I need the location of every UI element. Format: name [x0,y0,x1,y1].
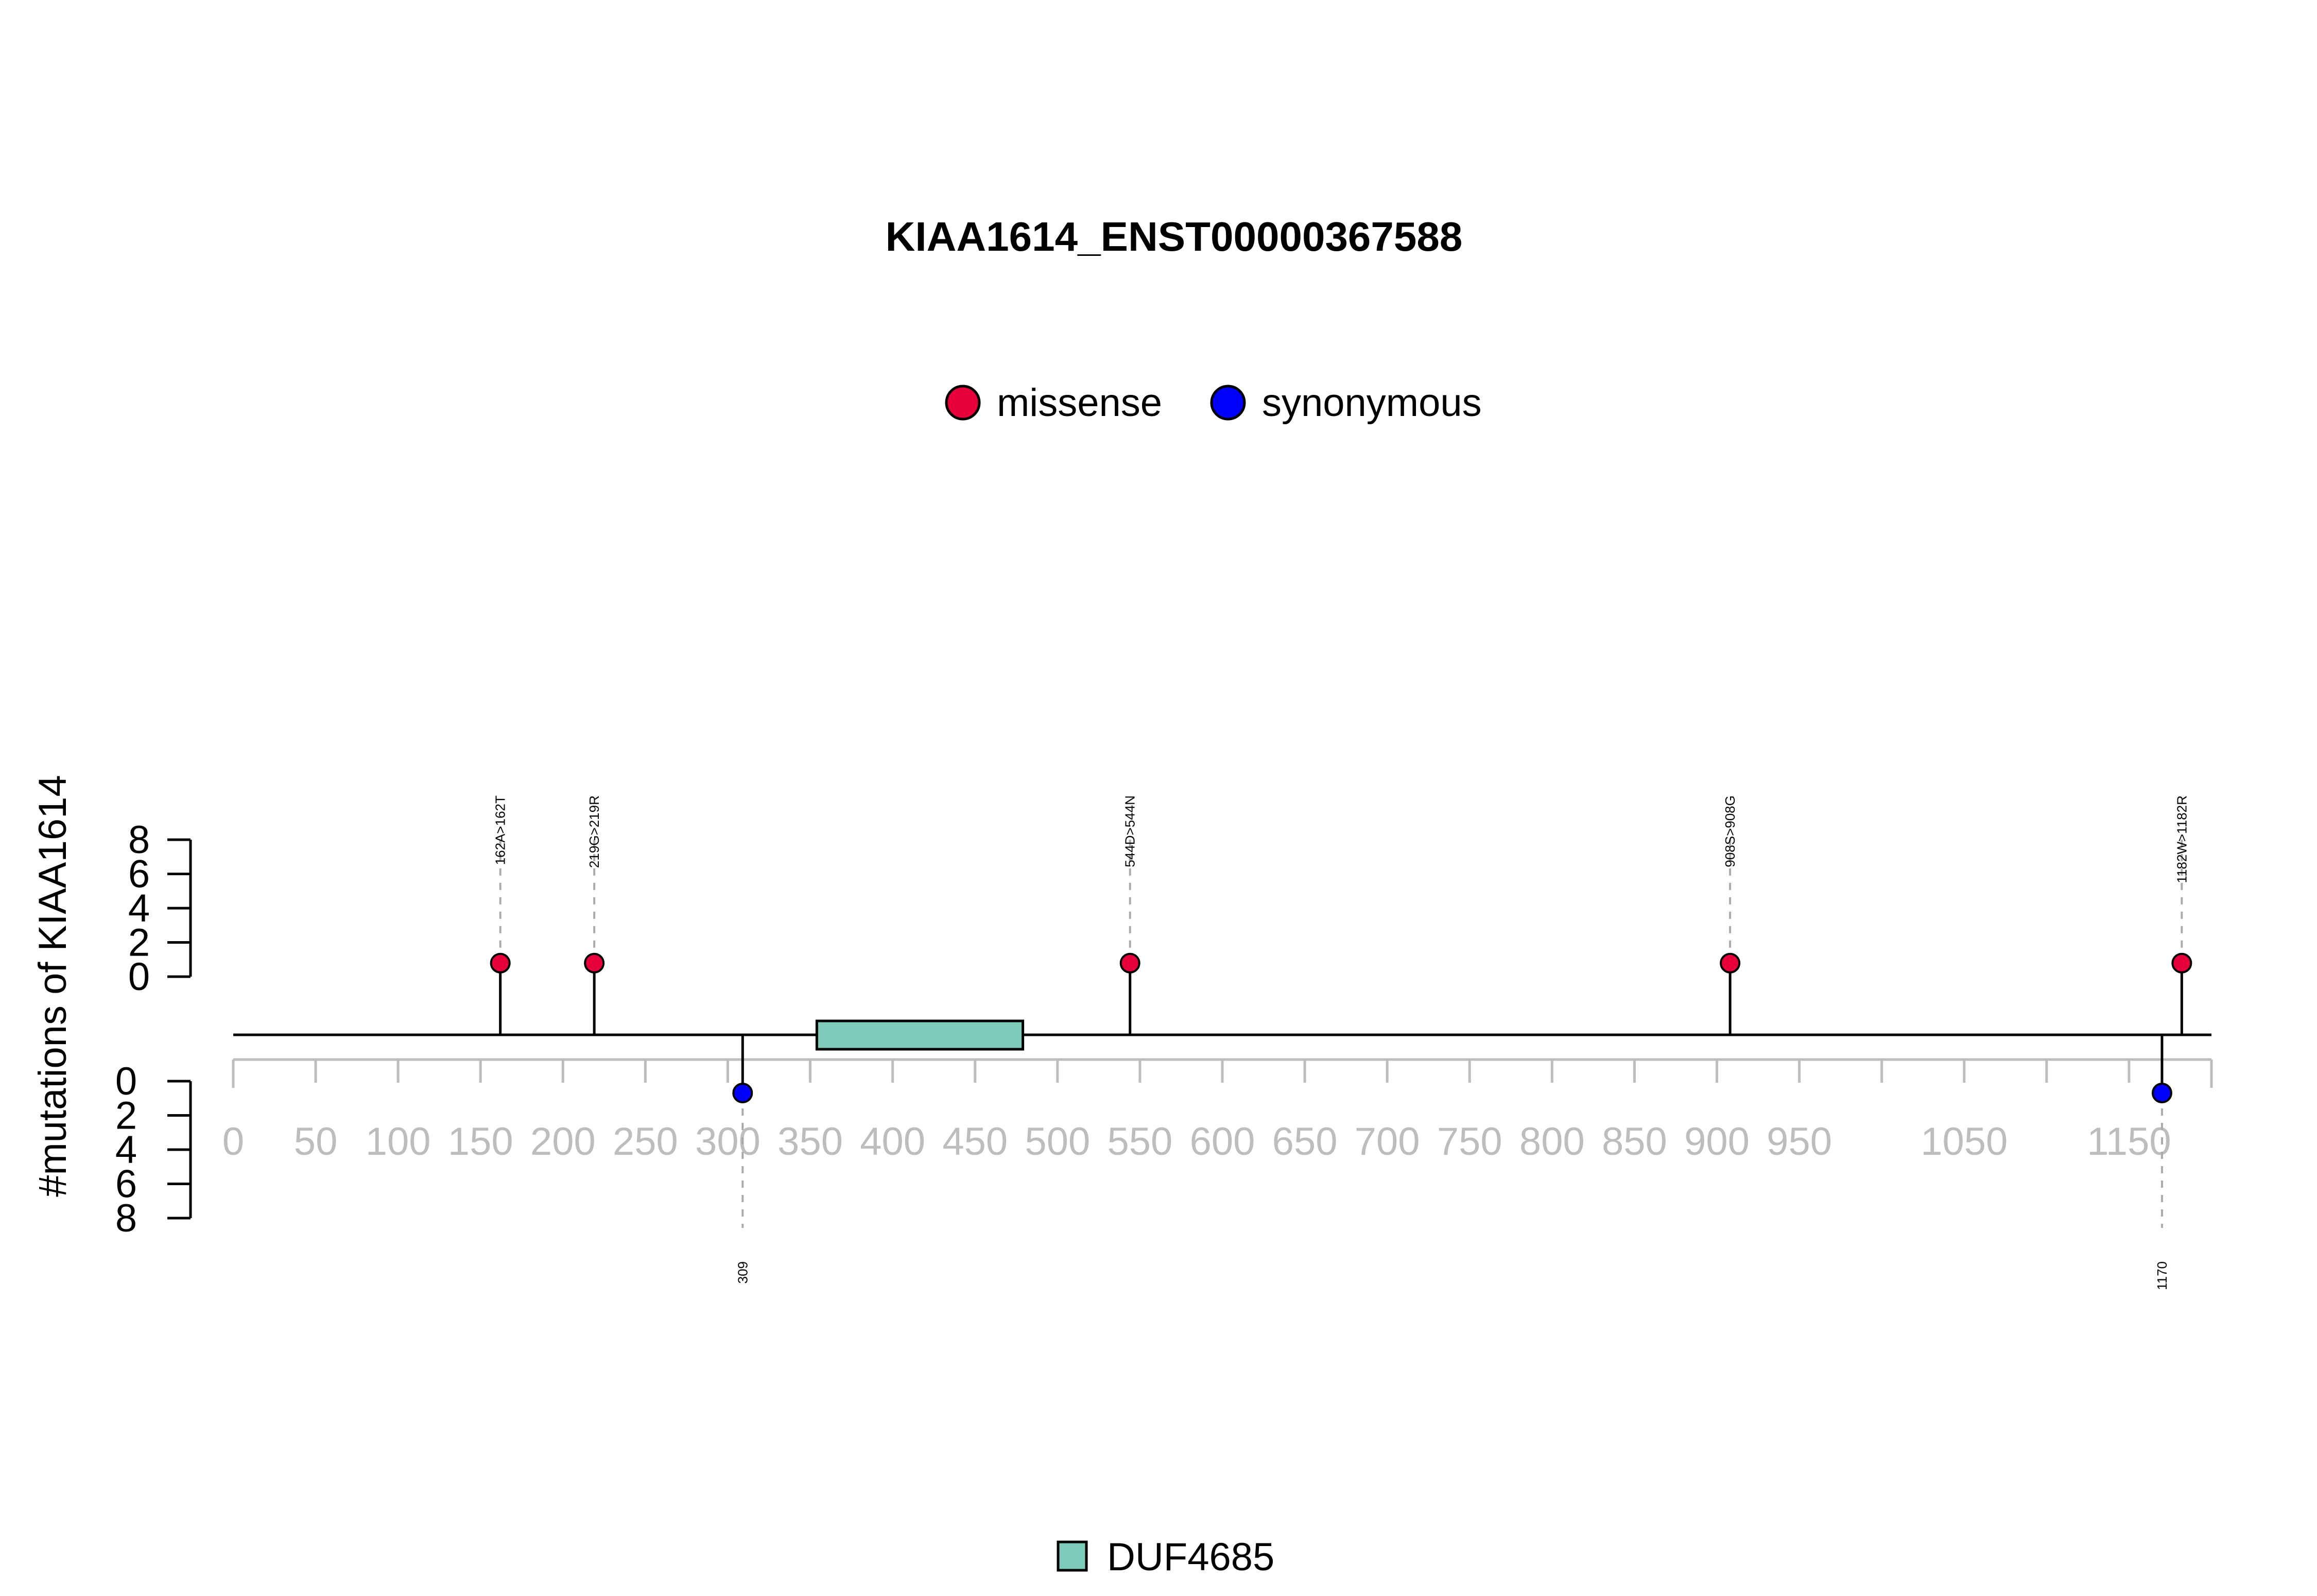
mutation-point-missense [2171,952,2192,974]
y-tick-label-top: 8 [128,818,150,862]
mutation-label: 1182W>1182R [2174,795,2189,883]
mutation-point-missense [1119,952,1140,974]
x-tick-label: 500 [1025,1120,1090,1164]
x-tick-label: 1150 [2087,1120,2171,1164]
x-tick-label: 100 [366,1120,431,1164]
x-tick-label: 250 [613,1120,678,1164]
mutation-point-synonymous [2151,1083,2172,1103]
x-tick-label: 650 [1272,1120,1338,1164]
x-tick-label: 0 [222,1120,244,1164]
x-tick-label: 200 [530,1120,596,1164]
protein-domains [815,1019,1025,1051]
y-tick-label-top: 2 [128,921,150,965]
domain-DUF4685 [815,1019,1025,1051]
x-tick-label: 700 [1355,1120,1420,1164]
y-tick-label-bottom: 0 [115,1060,137,1103]
mutation-label: 219G>219R [586,795,602,868]
legend-synonymous-label: synonymous [1262,381,1482,425]
legend-missense-marker [945,385,981,421]
x-tick-label: 800 [1519,1120,1585,1164]
x-tick-label: 350 [777,1120,843,1164]
y-tick-label-top: 6 [128,853,150,896]
x-tick-label: 150 [448,1120,513,1164]
mutation-point-missense [1720,952,1741,974]
mutation-point-missense [584,952,605,974]
x-tick-label: 1050 [1921,1120,2008,1164]
mutation-label: 908S>908G [1722,795,1738,868]
mutation-label: 162A>162T [493,795,508,865]
mutation-label: 1170 [2154,1261,2170,1290]
mutation-label: 544D>544N [1122,795,1138,868]
mutation-lollipops: 162A>162T 219G>219R 544D>544N 908S>908G 1182… [490,795,2192,1290]
y-tick-label-bottom: 8 [115,1196,137,1240]
y-tick-label-top: 4 [128,887,150,930]
y-axis-label: #mutations of KIAA1614 [31,775,75,1197]
chart-title: KIAA1614_ENST00000367588 [886,214,1463,259]
x-tick-label: 900 [1684,1120,1750,1164]
mutation-point-synonymous [732,1083,753,1103]
y-tick-label-bottom: 4 [115,1128,137,1172]
y-tick-label-top: 0 [128,955,150,999]
x-tick-label: 850 [1602,1120,1667,1164]
x-axis: 0 50 100 150 200 250 300 350 400 450 500 550 600 650 7… [222,1058,2213,1164]
mutation-type-legend: missense synonymous [945,381,1482,425]
x-tick-label: 750 [1437,1120,1502,1164]
x-tick-label: 450 [942,1120,1008,1164]
x-tick-label: 950 [1767,1120,1832,1164]
mutation-label: 309 [735,1261,750,1283]
legend-missense-label: missense [997,381,1162,425]
x-tick-label: 400 [860,1120,925,1164]
x-tick-label: 550 [1108,1120,1173,1164]
y-tick-label-bottom: 2 [115,1094,137,1138]
y-tick-label-bottom: 6 [115,1163,137,1206]
x-tick-label: 600 [1190,1120,1255,1164]
domain-legend: DUF4685 [1057,1535,1274,1579]
domain-legend-label: DUF4685 [1107,1535,1274,1579]
domain-legend-swatch [1057,1540,1088,1572]
x-tick-label: 50 [294,1120,338,1164]
legend-synonymous-marker [1210,385,1246,421]
x-tick-label: 300 [695,1120,760,1164]
mutation-point-missense [490,952,511,974]
